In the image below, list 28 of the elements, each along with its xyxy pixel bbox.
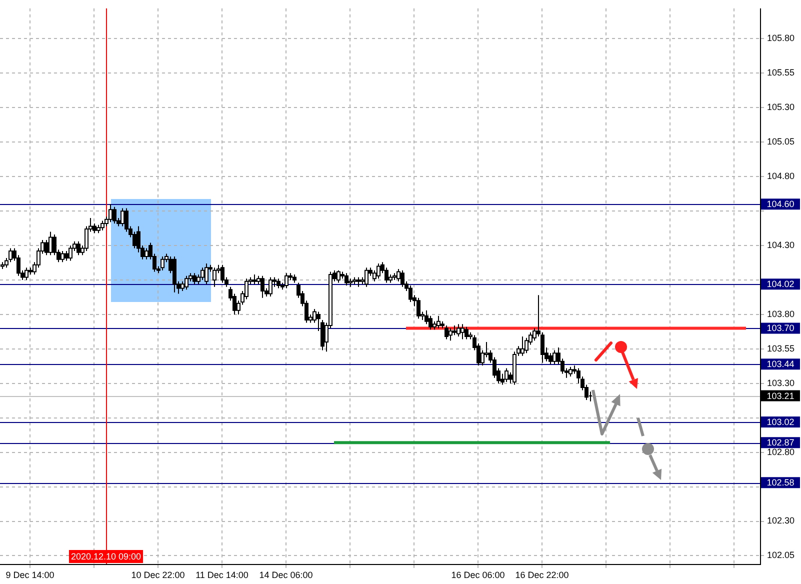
candlestick bbox=[588, 391, 592, 402]
ref-line-label: 103.70 bbox=[766, 323, 794, 334]
y-tick-label: 102.30 bbox=[767, 516, 795, 526]
x-tick-label: 16 Dec 22:00 bbox=[515, 570, 569, 580]
ref-line-label: 104.60 bbox=[766, 199, 794, 210]
x-tick-label: 2020.12.10 09:00 bbox=[70, 551, 142, 562]
y-tick-label: 103.55 bbox=[767, 343, 795, 354]
y-tick-label: 105.05 bbox=[767, 136, 795, 147]
x-tick-label: 16 Dec 06:00 bbox=[451, 570, 505, 580]
y-tick-label: 103.30 bbox=[767, 378, 795, 388]
y-tick-label: 105.55 bbox=[767, 68, 795, 78]
ref-line-label: 103.21 bbox=[766, 390, 794, 401]
y-tick-label: 104.80 bbox=[767, 171, 795, 182]
y-tick-label: 102.80 bbox=[767, 446, 795, 457]
x-tick-label: 11 Dec 14:00 bbox=[196, 570, 248, 580]
y-tick-label: 105.30 bbox=[767, 102, 795, 112]
ref-line-label: 103.44 bbox=[766, 359, 794, 370]
ref-line-label: 104.02 bbox=[766, 279, 794, 290]
ref-line-label: 102.58 bbox=[766, 478, 794, 488]
y-tick-label: 103.80 bbox=[767, 308, 795, 319]
x-tick-label: 14 Dec 06:00 bbox=[259, 570, 313, 580]
ref-line-label: 103.02 bbox=[766, 416, 794, 427]
x-tick-label: 9 Dec 14:00 bbox=[6, 570, 54, 580]
y-tick-label: 104.30 bbox=[767, 240, 795, 250]
y-tick-label: 105.80 bbox=[767, 33, 795, 44]
x-tick-label: 10 Dec 22:00 bbox=[131, 570, 185, 580]
ref-line-label: 102.87 bbox=[766, 438, 794, 448]
y-tick-label: 102.05 bbox=[767, 550, 795, 560]
